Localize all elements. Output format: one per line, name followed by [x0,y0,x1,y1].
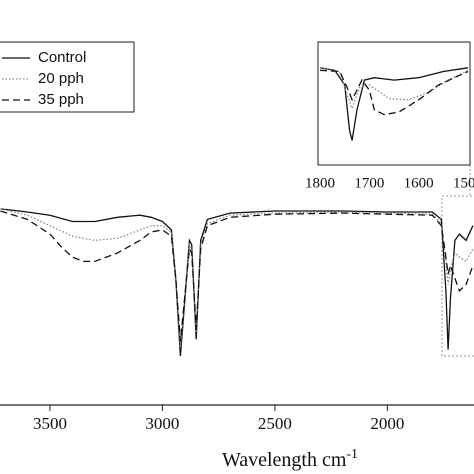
legend-label: Control [38,49,86,66]
legend-label: 20 pph [38,70,84,87]
series-line [0,208,474,356]
inset-x-tick-label: 1600 [404,175,434,191]
x-tick-label: 3500 [33,414,67,433]
series-line [0,208,474,348]
inset-series-line [319,67,469,111]
inset-x-tick-label: 1800 [305,175,335,191]
inset-x-tick-label: 1700 [354,175,384,191]
series-line [0,210,474,342]
inset-frame [317,41,471,166]
zoom-region [441,195,474,357]
legend-label: 35 pph [38,91,84,108]
x-tick-label: 3000 [145,414,179,433]
legend-box [0,41,135,113]
inset-series-line [319,69,469,116]
x-tick-label: 2500 [258,414,292,433]
x-axis-label: Wavelength cm-1 [222,447,358,471]
inset-x-tick-label: 1500 [453,175,474,191]
x-tick-label: 2000 [370,414,404,433]
